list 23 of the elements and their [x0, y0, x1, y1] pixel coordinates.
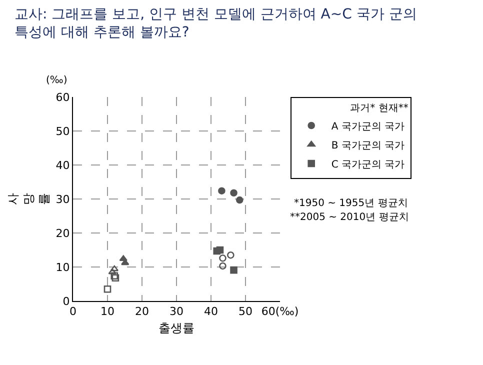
- x-tick-label: 40: [204, 305, 218, 318]
- y-tick-label: 50: [56, 124, 70, 138]
- y-tick-label: 0: [62, 294, 70, 308]
- y-tick-label: 60: [56, 90, 70, 104]
- x-tick-label: 10: [100, 305, 114, 318]
- y-tick-label: 30: [56, 192, 70, 206]
- x-tick-label: 60(‰): [261, 305, 299, 318]
- y-axis-title: 사망률: [6, 193, 52, 205]
- legend-label: A 국가군의 국가: [331, 121, 405, 132]
- x-tick-label: 30: [170, 305, 184, 318]
- text: **2005 ~ 2010년 평균치: [290, 212, 409, 223]
- legend-label: C 국가군의 국가: [331, 159, 405, 170]
- legend-label: B 국가군의 국가: [331, 140, 405, 152]
- legend-title: 과거* 현재**: [350, 103, 408, 114]
- y-tick-label: 40: [56, 158, 70, 172]
- y-tick-label: 10: [56, 260, 70, 274]
- text: *1950 ~ 1955년 평균치: [294, 198, 408, 209]
- chart-title: 교사: 그래프를 보고, 인구 변천 모델에 근거하여 A~C 국가 군의 특성에 대해 추론해 볼까요?: [14, 6, 417, 40]
- x-tick-label: 20: [135, 305, 149, 318]
- x-axis-title: 출생률: [158, 321, 194, 336]
- y-tick-label: 20: [56, 226, 70, 240]
- text: (‰): [46, 75, 68, 86]
- x-tick-label: 50: [238, 305, 252, 318]
